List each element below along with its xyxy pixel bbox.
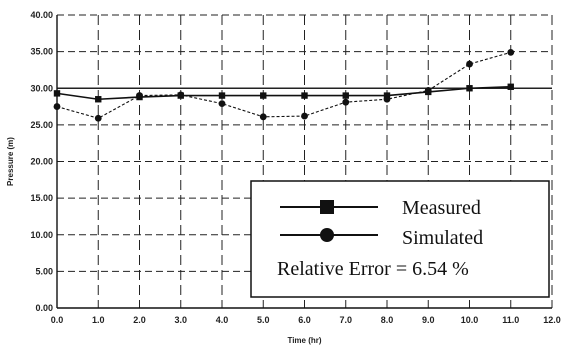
- y-tick-label: 30.00: [30, 83, 53, 93]
- legend-label-measured: Measured: [402, 197, 481, 219]
- series-layer: [53, 48, 515, 122]
- x-tick-label: 11.0: [502, 315, 519, 325]
- relative-error-annotation: Relative Error = 6.54 %: [277, 258, 469, 280]
- data-point-measured: [383, 92, 391, 99]
- data-point-measured: [342, 92, 349, 99]
- data-point-simulated: [218, 100, 226, 108]
- tick-labels: 0.00 5.00 10.00 15.00 20.00 25.00 30.00 35.00 40…: [30, 10, 560, 325]
- data-point-measured: [466, 85, 473, 92]
- x-tick-label: 0.0: [51, 315, 64, 325]
- data-point-simulated: [94, 114, 102, 122]
- x-tick-label: 5.0: [257, 315, 270, 325]
- series-line-measured: [56, 85, 511, 101]
- data-point-simulated: [424, 87, 432, 94]
- series-line-simulated: [56, 51, 511, 119]
- y-tick-label: 40.00: [30, 10, 53, 20]
- data-point-simulated: [177, 91, 185, 99]
- x-axis-label: Time (hr): [287, 336, 321, 345]
- data-point-measured: [507, 83, 514, 90]
- legend-label-simulated: Simulated: [402, 227, 483, 249]
- data-point-simulated: [342, 98, 350, 106]
- x-tick-label: 12.0: [543, 315, 561, 325]
- legend-box: [250, 180, 550, 298]
- data-point-measured: [53, 90, 61, 97]
- y-tick-label: 15.00: [30, 193, 53, 203]
- x-tick-label: 3.0: [174, 315, 187, 325]
- x-tick-label: 10.0: [461, 315, 479, 325]
- x-tick-label: 4.0: [216, 315, 229, 325]
- data-point-simulated: [466, 60, 473, 68]
- x-tick-label: 6.0: [298, 315, 311, 325]
- x-tick-label: 9.0: [422, 315, 435, 325]
- y-tick-label: 5.00: [35, 266, 53, 276]
- y-tick-label: 10.00: [30, 230, 53, 240]
- y-tick-label: 20.00: [30, 157, 53, 167]
- x-tick-label: 7.0: [339, 315, 352, 325]
- data-point-simulated: [301, 112, 308, 120]
- legend-marker-simulated: [320, 228, 334, 242]
- data-point-simulated: [507, 48, 515, 56]
- y-tick-label: 0.00: [35, 303, 53, 313]
- axes: [56, 15, 552, 309]
- data-point-measured: [301, 92, 308, 99]
- data-point-measured: [218, 92, 226, 99]
- legend: Measured Simulated Relative Error = 6.54…: [250, 180, 550, 298]
- data-point-simulated: [383, 95, 391, 103]
- y-axis-label: Pressure (m): [6, 137, 15, 186]
- data-point-measured: [95, 96, 102, 103]
- data-point-simulated: [53, 103, 61, 110]
- data-point-measured: [260, 92, 267, 99]
- y-tick-label: 25.00: [30, 120, 53, 130]
- x-tick-label: 2.0: [133, 315, 146, 325]
- x-tick-label: 8.0: [381, 315, 394, 325]
- y-tick-label: 35.00: [30, 47, 53, 57]
- x-tick-label: 1.0: [92, 315, 105, 325]
- legend-marker-measured: [320, 200, 334, 214]
- data-point-simulated: [259, 113, 267, 121]
- data-point-simulated: [136, 92, 143, 99]
